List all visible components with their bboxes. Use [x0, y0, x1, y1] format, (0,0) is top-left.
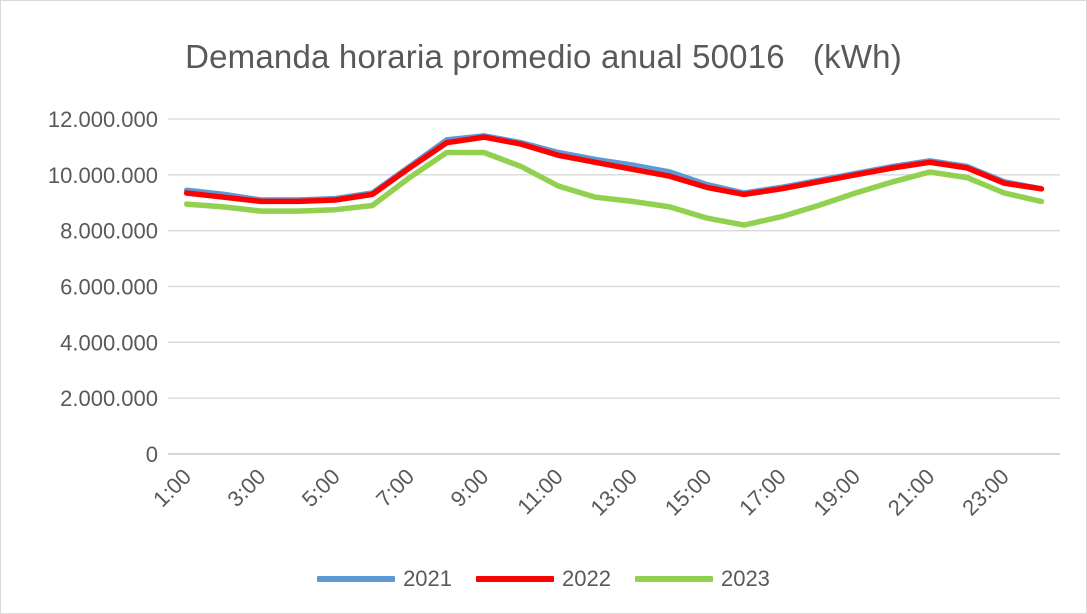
x-tick-label: 1:00: [148, 464, 196, 512]
x-tick-label: 23:00: [957, 464, 1014, 521]
legend-swatch: [317, 576, 396, 582]
x-tick-label: 13:00: [586, 464, 643, 521]
series-line-2022: [183, 134, 1045, 205]
legend-item-2023: 2023: [634, 566, 770, 592]
y-tick-label: 2.000.000: [60, 386, 158, 411]
legend-item-2021: 2021: [317, 566, 452, 592]
y-tick-label: 0: [146, 442, 158, 467]
legend-swatch: [476, 576, 555, 582]
gridlines: [168, 118, 1060, 455]
legend-item-2022: 2022: [476, 566, 611, 592]
chart-title: Demanda horaria promedio anual 50016 (kW…: [185, 38, 902, 75]
x-tick-label: 9:00: [445, 464, 493, 512]
legend-label: 2021: [403, 566, 453, 591]
series-line-2023: [183, 149, 1045, 228]
legend-label: 2022: [562, 566, 611, 591]
y-tick-label: 8.000.000: [60, 219, 158, 244]
x-tick-label: 11:00: [512, 464, 567, 519]
x-tick-label: 3:00: [222, 464, 270, 512]
legend: 2021 2022 2023: [0, 566, 1087, 592]
x-axis-ticks: 1:00 3:00 5:00 7:00 9:00 11:00 13:00 15:00 17:00…: [148, 464, 1014, 521]
y-tick-label: 12.000.000: [48, 107, 158, 132]
x-tick-label: 5:00: [297, 464, 345, 512]
y-tick-label: 4.000.000: [60, 330, 158, 355]
legend-label: 2023: [720, 566, 770, 591]
x-tick-label: 19:00: [809, 464, 866, 521]
series-lines: [183, 133, 1045, 228]
x-tick-label: 15:00: [660, 464, 717, 521]
y-tick-label: 6.000.000: [60, 275, 158, 300]
x-tick-label: 21:00: [883, 464, 940, 521]
legend-swatch: [634, 576, 713, 582]
x-tick-label: 7:00: [371, 464, 419, 512]
y-tick-label: 10.000.000: [48, 163, 158, 188]
y-axis-ticks: 0 2.000.000 4.000.000 6.000.000 8.000.000 10.…: [48, 107, 158, 467]
x-tick-label: 17:00: [734, 464, 791, 521]
